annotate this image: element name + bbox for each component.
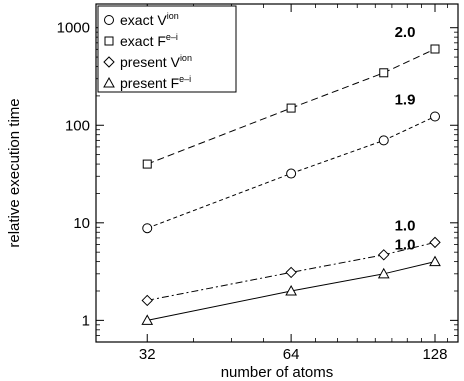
x-tick-label: 32	[139, 346, 156, 363]
data-point-square	[430, 44, 440, 54]
legend-entry-name: exact V	[120, 12, 167, 28]
slope-label: 1.0	[395, 237, 416, 254]
legend-entry-superscript: e–i	[166, 32, 178, 42]
data-markers	[141, 44, 441, 325]
plot-frame	[95, 3, 459, 343]
legend-entry: present Vion	[120, 53, 192, 70]
data-point-circle	[429, 111, 440, 122]
tick-labels: 1 10 100 1000 32 64 128	[57, 20, 448, 363]
slope-label: 1.9	[395, 91, 416, 108]
legend-entry-superscript: ion	[167, 11, 179, 21]
series-line-3	[147, 261, 436, 321]
legend-entry: exact Vion	[120, 11, 179, 28]
x-axis-title: number of atoms	[221, 364, 334, 381]
legend-marker-diamond	[103, 56, 115, 68]
legend-entry-superscript: ion	[180, 53, 192, 63]
slope-label: 1.0	[395, 217, 416, 234]
data-point-diamond	[429, 236, 441, 249]
slope-label: 2.0	[395, 24, 416, 41]
data-point-square	[379, 68, 389, 78]
legend-entry-superscript: e–i	[179, 74, 191, 84]
slope-labels: 1.9 2.0 1.0 1.0	[395, 24, 416, 254]
data-point-circle	[286, 168, 297, 179]
x-tick-label: 64	[283, 346, 300, 363]
y-tick-label: 10	[73, 215, 90, 232]
y-tick-label: 100	[65, 117, 90, 134]
data-point-square	[142, 159, 152, 169]
legend-box	[97, 5, 237, 93]
legend-marker-square	[104, 36, 114, 46]
legend-entry-name: exact F	[120, 33, 166, 49]
y-tick-label: 1	[82, 312, 90, 329]
series-line-0	[147, 116, 436, 229]
y-tick-label: 1000	[57, 20, 90, 37]
data-point-circle	[378, 135, 389, 146]
data-point-square	[286, 103, 296, 113]
data-point-circle	[142, 223, 153, 234]
y-axis-title: relative execution time	[6, 98, 23, 247]
legend-entry: exact Fe–i	[120, 32, 178, 49]
data-point-triangle	[429, 255, 441, 267]
legend-marker-circle	[104, 15, 114, 25]
x-tick-label: 128	[422, 346, 447, 363]
series-lines	[147, 48, 436, 321]
legend-entry: present Fe–i	[120, 74, 191, 91]
legend-entry-name: present V	[120, 54, 181, 70]
data-point-diamond	[141, 294, 153, 307]
data-point-triangle	[141, 314, 154, 325]
series-line-1	[147, 48, 436, 165]
data-point-triangle	[377, 267, 390, 279]
data-point-diamond	[378, 249, 390, 261]
data-point-triangle	[285, 284, 297, 296]
legend-entry-name: present F	[120, 75, 179, 91]
data-point-diamond	[285, 266, 297, 279]
legend-marker-triangle	[103, 76, 115, 88]
